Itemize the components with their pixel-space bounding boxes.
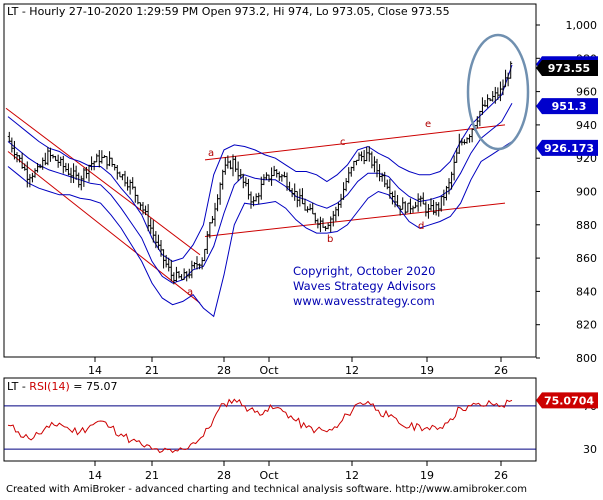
y-tick-label: 880 xyxy=(576,219,597,232)
highlight-ellipse xyxy=(466,33,530,151)
wave-label: c xyxy=(340,137,346,148)
x-tick-label: 26 xyxy=(494,469,508,482)
y-tick-label: 800 xyxy=(576,352,597,365)
x-tick-label: 21 xyxy=(145,469,159,482)
x-tick-label: 19 xyxy=(420,364,434,377)
price-y-axis: 1,000980960940920900880860840820800 xyxy=(536,19,597,365)
bollinger-bands xyxy=(7,64,513,318)
price-tag xyxy=(536,60,598,77)
wave-label: d xyxy=(418,221,424,232)
rsi-header: LT - RSI(14) = 75.07 xyxy=(7,380,117,393)
y-tick-label: 840 xyxy=(576,285,597,298)
price-tag xyxy=(536,139,598,156)
wave-label: b xyxy=(327,234,333,245)
x-tick-label: 12 xyxy=(345,364,359,377)
y-tick-label: 940 xyxy=(576,119,597,132)
middle-band-line xyxy=(7,103,513,284)
copyright-line-1: Copyright, October 2020 xyxy=(293,264,435,278)
x-tick-label: 12 xyxy=(345,469,359,482)
price-tag-label: 951.3 xyxy=(552,100,587,113)
x-tick-label: 28 xyxy=(217,364,231,377)
y-tick-label: 960 xyxy=(576,86,597,99)
copyright-line-3: www.wavesstrategy.com xyxy=(293,294,435,308)
wave-label: a xyxy=(187,287,193,298)
price-bars xyxy=(7,61,513,285)
price-panel-frame xyxy=(3,3,537,358)
price-tag-label: 973.55 xyxy=(548,62,590,75)
rsi-tag-label: 75.0704 xyxy=(544,394,594,407)
x-tick-label: 26 xyxy=(494,364,508,377)
x-tick-label: Oct xyxy=(259,469,279,482)
y-tick-label: 860 xyxy=(576,252,597,265)
channel-line xyxy=(5,107,201,256)
upper-band-line xyxy=(7,64,513,262)
wave-labels: a a b c d e xyxy=(187,119,431,298)
x-tick-label: Oct xyxy=(259,364,279,377)
x-tick-label: 14 xyxy=(88,364,102,377)
x-tick-label: 19 xyxy=(420,469,434,482)
x-tick-label: 14 xyxy=(88,469,102,482)
y-tick-label: 820 xyxy=(576,319,597,332)
x-tick-label: 28 xyxy=(217,469,231,482)
rsi-y-label: 30 xyxy=(583,443,597,456)
rsi-line xyxy=(7,398,513,454)
chart-header: LT - Hourly 27-10-2020 1:29:59 PM Open 9… xyxy=(7,5,450,18)
rsi-tag xyxy=(536,392,598,409)
wave-label: e xyxy=(425,119,431,130)
y-tick-label: 900 xyxy=(576,186,597,199)
x-tick-label: 21 xyxy=(145,364,159,377)
channel-line xyxy=(204,202,506,237)
channel-lines xyxy=(5,107,506,304)
rsi-panel-frame xyxy=(3,377,537,462)
channel-line xyxy=(204,124,506,161)
footer-credit: Created with AmiBroker - advanced charti… xyxy=(6,484,527,495)
rsi-plot: 703075.0704 xyxy=(4,392,598,456)
x-axis: 14 14 21 21 28 28 Oct Oct 12 12 19 19 26 26 xyxy=(88,357,508,482)
channel-line xyxy=(7,151,201,304)
price-tag-label: 926.173 xyxy=(544,142,594,155)
price-tag xyxy=(536,98,598,115)
y-tick-label: 1,000 xyxy=(566,19,598,32)
lower-band-line xyxy=(7,141,513,318)
wave-label: a xyxy=(208,148,214,159)
copyright-line-2: Waves Strategy Advisors xyxy=(293,279,436,293)
